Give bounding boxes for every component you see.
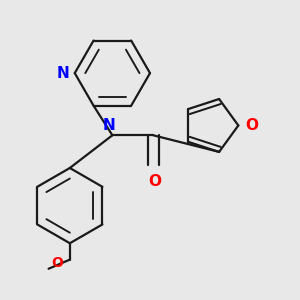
Text: O: O [245, 118, 259, 133]
Text: O: O [148, 174, 161, 189]
Text: O: O [51, 256, 63, 270]
Text: N: N [103, 118, 116, 133]
Text: N: N [57, 66, 70, 81]
